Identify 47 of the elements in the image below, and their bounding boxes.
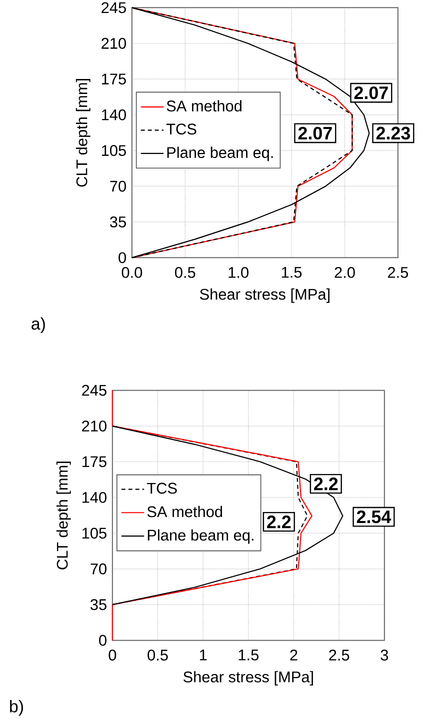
annotation: 2.07 <box>354 86 388 100</box>
legend-label: Plane beam eq. <box>148 529 254 544</box>
legend-label: Plane beam eq. <box>167 146 273 162</box>
y-axis-title: CLT depth [mm] <box>56 462 71 570</box>
x-tick-label: 2.0 <box>334 267 355 278</box>
x-tick-label: 2.5 <box>329 650 350 661</box>
x-tick-label: 0.0 <box>122 267 142 278</box>
y-tick-label: 210 <box>82 420 106 432</box>
y-tick-label: 0 <box>118 252 126 264</box>
y-tick-label: 140 <box>102 109 126 120</box>
x-tick-label: 1.5 <box>238 650 259 660</box>
x-tick-label: 0.5 <box>148 650 168 661</box>
legend-label: TCS <box>147 482 177 494</box>
x-tick-label: 1.0 <box>228 267 248 278</box>
annotation: 2.2 <box>314 478 338 490</box>
y-tick-label: 105 <box>102 145 126 156</box>
y-tick-label: 35 <box>90 599 106 610</box>
x-tick-label: 1.5 <box>282 266 302 278</box>
x-tick-label: 2 <box>290 650 298 660</box>
x-axis-title: Shear stress [MPa] <box>183 671 313 686</box>
annotation: 2.54 <box>356 510 392 524</box>
annotation: 2.23 <box>376 126 410 140</box>
line-series <box>112 390 312 641</box>
y-tick-label: 245 <box>102 2 126 14</box>
x-tick-label: 3 <box>380 650 388 661</box>
y-tick-label: 0 <box>99 634 106 646</box>
text: a) <box>32 317 45 334</box>
y-tick-label: 175 <box>102 74 126 84</box>
y-tick-label: 35 <box>110 216 126 228</box>
legend-label: SA method <box>166 100 242 112</box>
y-tick-label: 140 <box>82 492 106 503</box>
y-tick-label: 210 <box>102 38 126 49</box>
annotation: 2.07 <box>298 126 332 140</box>
y-tick-label: 175 <box>82 456 106 468</box>
text: b) <box>10 700 23 716</box>
y-tick-label: 70 <box>110 180 126 192</box>
y-tick-label: 70 <box>90 563 106 574</box>
x-tick-label: 0.5 <box>175 267 196 278</box>
x-tick-label: 1 <box>200 650 207 660</box>
y-axis-title: CLT depth [mm] <box>76 79 90 187</box>
legend-label: SA method <box>147 506 222 518</box>
x-tick-label: 2.5 <box>388 267 408 278</box>
x-axis-title: Shear stress [MPa] <box>200 288 330 303</box>
y-tick-label: 105 <box>82 528 106 539</box>
legend-label: TCS <box>166 124 196 135</box>
y-tick-label: 245 <box>82 384 106 396</box>
annotation: 2.2 <box>267 516 291 528</box>
